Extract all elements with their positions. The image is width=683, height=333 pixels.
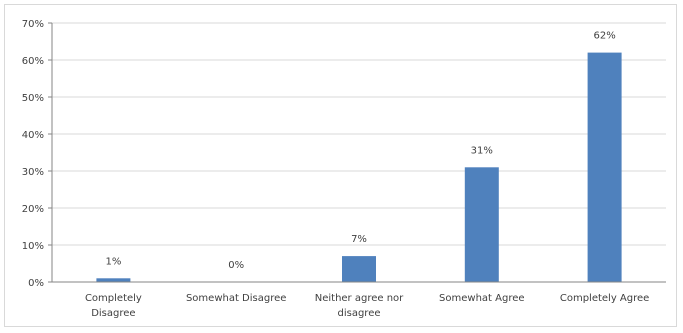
bar — [96, 278, 131, 282]
data-labels: 1% 0% 7% 31% 62% — [105, 31, 615, 271]
data-label: 0% — [228, 260, 244, 271]
data-label: 7% — [351, 234, 367, 245]
y-tick-label: 70% — [22, 19, 44, 30]
bar — [587, 52, 622, 282]
y-tick-label: 0% — [28, 278, 44, 289]
data-label: 62% — [593, 31, 615, 42]
x-category-label: Somewhat Disagree — [186, 293, 286, 304]
y-tick-label: 40% — [22, 130, 44, 141]
x-category-label: Completely Agree — [560, 293, 649, 304]
bar — [464, 167, 499, 282]
x-category-label: Completely Disagree — [85, 293, 142, 319]
x-category-label: Somewhat Agree — [439, 293, 525, 304]
y-tick-label: 50% — [22, 93, 44, 104]
y-tick-label: 10% — [22, 241, 44, 252]
y-tick-label: 20% — [22, 204, 44, 215]
y-axis-tick-labels: 0% 10% 20% 30% 40% 50% 60% 70% — [22, 19, 52, 289]
x-category-label: Neither agree nor disagree — [315, 293, 404, 319]
y-tick-label: 30% — [22, 167, 44, 178]
bar — [342, 256, 376, 282]
data-label: 1% — [105, 256, 121, 267]
bars — [96, 52, 622, 282]
x-axis-category-labels: Completely Disagree Somewhat Disagree Neith… — [85, 293, 649, 319]
chart-frame — [4, 4, 677, 327]
data-label: 31% — [471, 145, 493, 156]
gridlines — [52, 22, 666, 246]
y-tick-label: 60% — [22, 56, 44, 67]
